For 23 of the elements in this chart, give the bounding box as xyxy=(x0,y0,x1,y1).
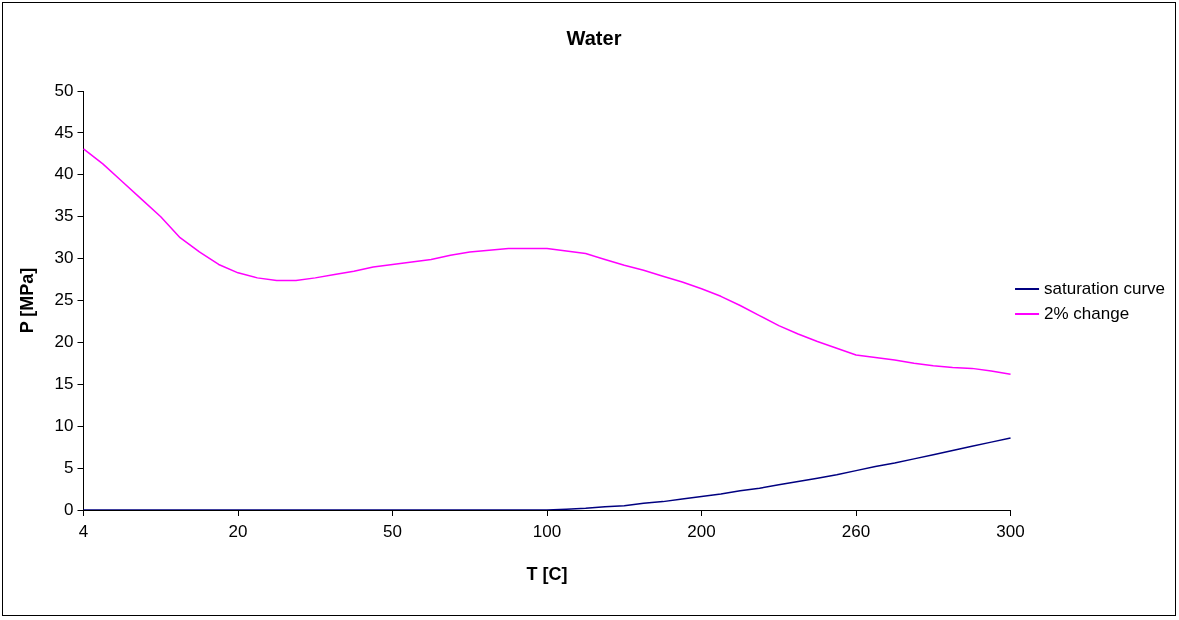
y-tick-label: 35 xyxy=(54,206,74,226)
legend-label: 2% change xyxy=(1044,303,1130,323)
x-tick-label: 100 xyxy=(532,521,562,541)
y-tick-label: 15 xyxy=(54,373,74,393)
x-tick-label: 260 xyxy=(841,521,871,541)
y-axis-title: P [MPa] xyxy=(16,267,37,334)
y-tick-label: 10 xyxy=(54,415,74,435)
y-tick-label: 45 xyxy=(54,122,74,142)
y-tick-label: 5 xyxy=(64,457,74,477)
y-tick-label: 40 xyxy=(54,164,74,184)
y-tick-label: 25 xyxy=(54,290,74,310)
x-tick-label: 20 xyxy=(228,521,248,541)
x-tick-label: 200 xyxy=(687,521,716,541)
y-tick-label: 30 xyxy=(54,248,74,268)
x-tick-label: 300 xyxy=(996,521,1025,541)
legend-label: saturation curve xyxy=(1044,278,1165,298)
x-tick-label: 4 xyxy=(78,521,89,541)
y-tick-label: 50 xyxy=(54,80,74,100)
y-tick-label: 20 xyxy=(54,332,74,352)
y-tick-label: 0 xyxy=(64,499,74,519)
x-tick-label: 50 xyxy=(383,521,402,541)
x-axis-title: T [C] xyxy=(526,564,568,585)
chart-title: Water xyxy=(566,26,622,49)
